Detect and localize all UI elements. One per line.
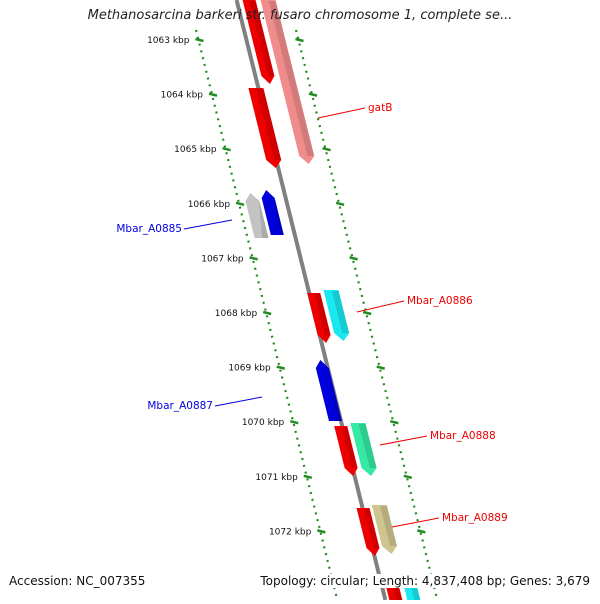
- ruler-tick-left: [263, 312, 271, 314]
- ruler-tick-left: [209, 94, 217, 96]
- chromosome-title: Methanosarcina barkeri str. fusaro chrom…: [0, 8, 600, 23]
- gene-label-Mbar_A0888[interactable]: Mbar_A0888: [430, 430, 496, 442]
- ruler-tick-label: 1068 kbp: [215, 309, 258, 319]
- gene-label-Mbar_A0885[interactable]: Mbar_A0885: [116, 223, 182, 235]
- ruler-tick-left: [250, 257, 258, 259]
- ruler-tick-right: [417, 530, 425, 532]
- track-layer: [237, 0, 422, 600]
- gene-label-Mbar_A0889[interactable]: Mbar_A0889: [442, 512, 508, 524]
- ruler-tick-label: 1065 kbp: [174, 145, 217, 155]
- ruler-tick-left: [195, 39, 203, 41]
- gene-label-Mbar_A0886[interactable]: Mbar_A0886: [407, 295, 473, 307]
- ruler-tick-label: 1064 kbp: [161, 91, 204, 101]
- ruler-tick-label: 1071 kbp: [255, 473, 298, 483]
- ruler-tick-left: [236, 203, 244, 205]
- gene-label-Mbar_A0887[interactable]: Mbar_A0887: [147, 400, 213, 412]
- ruler-tick-left: [277, 367, 285, 369]
- ruler-tick-right: [377, 367, 385, 369]
- ruler-tick-right: [295, 39, 303, 41]
- accession-label: Accession: NC_007355: [9, 574, 145, 588]
- ruler-tick-right: [363, 312, 371, 314]
- ruler-tick-right: [404, 476, 412, 478]
- ruler-tick-right: [390, 421, 398, 423]
- gene-label-leader: [318, 108, 365, 118]
- topology-summary: Topology: circular; Length: 4,837,408 bp…: [256, 574, 590, 588]
- gene-label-leader: [215, 397, 262, 406]
- ruler-tick-label: 1063 kbp: [147, 36, 190, 46]
- gene-label-leader: [184, 220, 232, 229]
- ruler-tick-label: 1072 kbp: [269, 527, 312, 537]
- gene-label-leader: [380, 436, 427, 445]
- ruler-tick-label: 1066 kbp: [188, 200, 231, 210]
- genome-track-svg: 1063 kbp 1064 kbp 1065 kbp 1066 kbp 1067 kbp…: [0, 0, 600, 600]
- ruler-tick-label: 1067 kbp: [201, 254, 244, 264]
- ruler-tick-label: 1070 kbp: [242, 418, 285, 428]
- ruler-tick-left: [223, 148, 231, 150]
- ruler-tick-left: [317, 530, 325, 532]
- ruler-tick-right: [323, 148, 331, 150]
- ruler-tick-left: [304, 476, 312, 478]
- genome-map: 1063 kbp 1064 kbp 1065 kbp 1066 kbp 1067 kbp…: [0, 0, 600, 600]
- gene-label-leader: [392, 518, 439, 527]
- ruler-tick-right: [309, 94, 317, 96]
- gene-label-gatB[interactable]: gatB: [368, 102, 392, 114]
- label-layer: gatB Mbar_A0885 Mbar_A0886 Mbar_A0887 Mbar_A…: [116, 102, 507, 527]
- ruler-tick-right: [350, 257, 358, 259]
- ruler-tick-right: [336, 203, 344, 205]
- ruler-tick-left: [290, 421, 298, 423]
- ruler-tick-label: 1069 kbp: [228, 364, 271, 374]
